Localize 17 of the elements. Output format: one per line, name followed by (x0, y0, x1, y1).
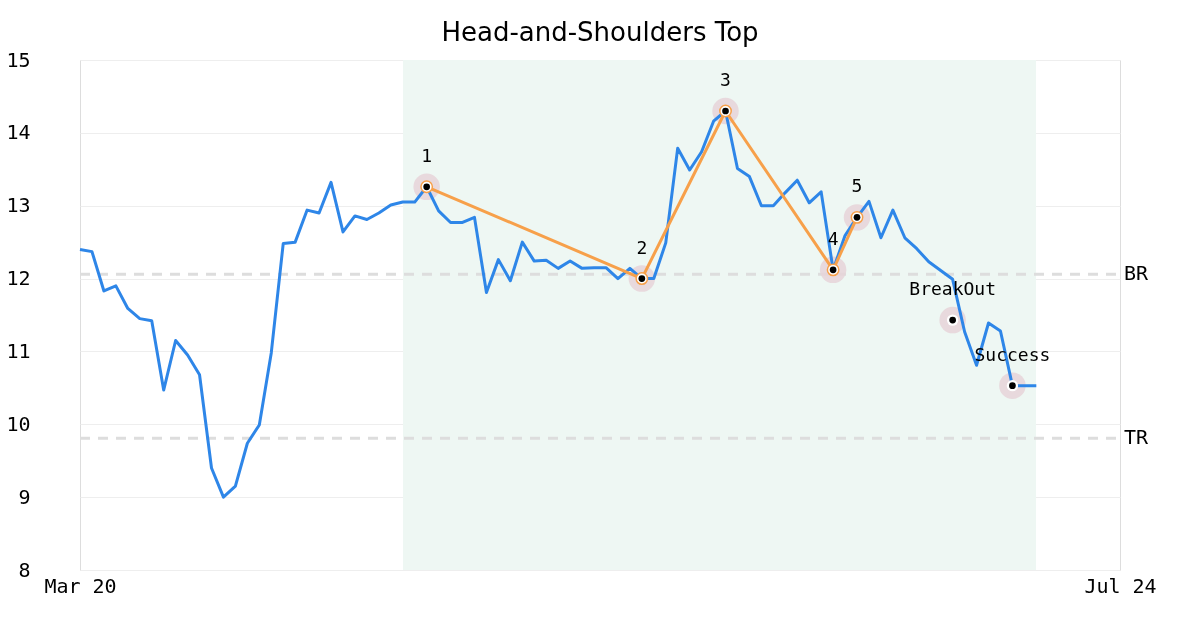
annotation: 3 (720, 69, 731, 90)
annotation: 2 (636, 236, 648, 258)
y-tick-label: 9 (18, 484, 31, 509)
y-tick-label: 10 (6, 411, 31, 436)
y-tick-label: 8 (18, 557, 31, 582)
ref-line-label: BR (1124, 261, 1150, 286)
y-tick-label: 14 (6, 120, 31, 145)
x-tick-label: Jul 24 (1084, 573, 1157, 598)
y-tick-label: 15 (6, 47, 31, 72)
y-tick-label: 12 (6, 266, 31, 291)
chart-title: Head-and-Shoulders Top (441, 17, 759, 47)
y-tick-label: 11 (6, 338, 31, 363)
y-tick-label: 13 (6, 193, 31, 218)
x-tick-label: Mar 20 (44, 573, 117, 598)
annotation: 1 (421, 144, 433, 166)
ref-line-label: TR (1124, 425, 1150, 450)
annotation: 5 (851, 175, 863, 197)
